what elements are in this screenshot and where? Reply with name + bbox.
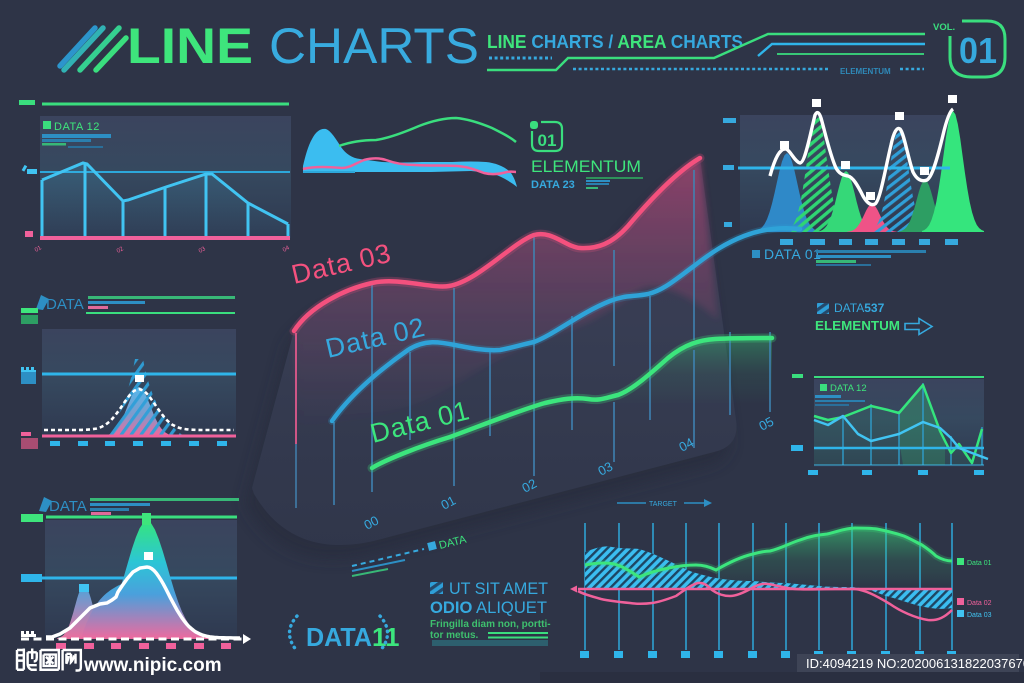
svg-text:ID:4094219 NO:2020061318220376: ID:4094219 NO:20200613182203767032 xyxy=(806,656,1024,671)
svg-text:CHARTS: CHARTS xyxy=(269,18,479,74)
svg-text:DATA: DATA xyxy=(49,498,87,515)
svg-text:Fringilla diam non, portti-: Fringilla diam non, portti- xyxy=(430,619,551,630)
svg-text:LINE: LINE xyxy=(127,18,253,74)
svg-text:01: 01 xyxy=(959,30,997,71)
svg-text:tor metus.: tor metus. xyxy=(430,630,479,641)
svg-text:Data 01: Data 01 xyxy=(967,560,992,567)
svg-text:ELEMENTUM: ELEMENTUM xyxy=(840,67,891,76)
svg-text:www.nipic.com: www.nipic.com xyxy=(83,655,222,676)
svg-text:DATA 01: DATA 01 xyxy=(764,246,821,262)
svg-text:00: 00 xyxy=(361,513,381,533)
svg-text:02: 02 xyxy=(116,246,125,255)
svg-text:03: 03 xyxy=(198,246,207,255)
svg-text:ODIO ALIQUET: ODIO ALIQUET xyxy=(430,598,547,617)
svg-text:DATA537: DATA537 xyxy=(834,301,885,315)
svg-text:TARGET: TARGET xyxy=(649,501,678,508)
svg-text:04: 04 xyxy=(676,435,696,455)
svg-text:VOL.: VOL. xyxy=(933,22,955,33)
svg-text:01: 01 xyxy=(438,493,458,513)
svg-text:01: 01 xyxy=(34,245,43,254)
svg-text:DATA 12: DATA 12 xyxy=(54,121,100,133)
svg-text:UT SIT AMET: UT SIT AMET xyxy=(449,579,548,598)
svg-text:DATA 12: DATA 12 xyxy=(830,383,867,394)
svg-text:LINE CHARTS / AREA CHARTS: LINE CHARTS / AREA CHARTS xyxy=(487,32,743,52)
svg-text:04: 04 xyxy=(282,245,291,254)
svg-text:03: 03 xyxy=(595,459,615,479)
svg-text:DATA 23: DATA 23 xyxy=(531,179,575,191)
svg-text:ELEMENTUM: ELEMENTUM xyxy=(531,157,641,176)
svg-text:02: 02 xyxy=(519,476,539,496)
svg-text:Data 03: Data 03 xyxy=(967,612,992,619)
svg-text:DATA: DATA xyxy=(46,296,84,313)
svg-text:01: 01 xyxy=(538,131,557,150)
svg-text:05: 05 xyxy=(756,414,776,434)
svg-text:ELEMENTUM: ELEMENTUM xyxy=(815,319,900,333)
svg-text:Data 02: Data 02 xyxy=(967,600,992,607)
svg-text:DATA11: DATA11 xyxy=(306,622,400,652)
